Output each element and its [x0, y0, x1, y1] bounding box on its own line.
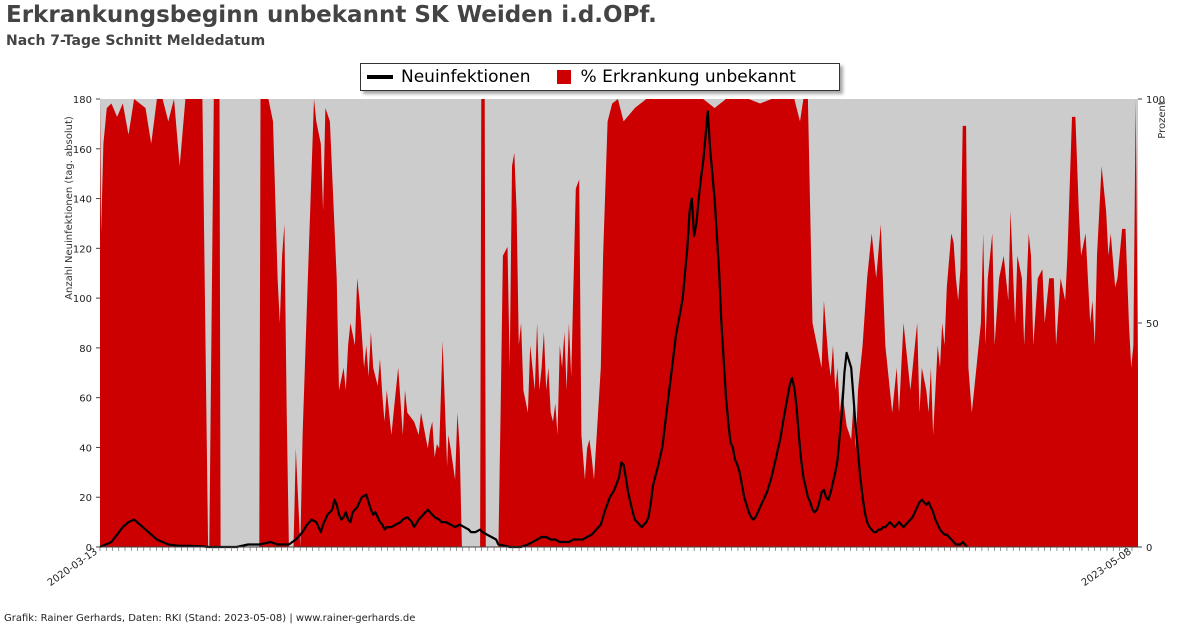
axis-layer: 0 20 40 60 80 100 120 140 160 180 0 50 100: [73, 95, 1165, 554]
y-tick-label-left: 160: [73, 145, 92, 156]
legend-item-area: % Erkrankung unbekannt: [551, 67, 796, 87]
legend-area-label: % Erkrankung unbekannt: [580, 67, 796, 87]
footer-credit: Grafik: Rainer Gerhards, Daten: RKI (Sta…: [4, 613, 416, 624]
series-line-new-infections: [99, 110, 969, 549]
y-tick-label-left: 80: [79, 344, 92, 355]
legend-line-label: Neuinfektionen: [401, 67, 531, 87]
line-layer: [99, 110, 969, 549]
legend-area-swatch: [556, 70, 571, 84]
y-tick-label-right: 100: [1146, 95, 1165, 106]
chart-subtitle: Nach 7-Tage Schnitt Meldedatum: [6, 33, 266, 49]
chart-legend: Neuinfektionen % Erkrankung unbekannt: [360, 63, 840, 91]
y-tick-label-left: 40: [79, 443, 92, 454]
y-tick-label-right: 0: [1146, 543, 1152, 554]
y-tick-label-left: 0: [86, 543, 92, 554]
legend-item-line: Neuinfektionen: [367, 67, 531, 87]
y-tick-label-right: 50: [1146, 319, 1159, 330]
series-area-unknown-onset: [100, 99, 1138, 547]
y-tick-label-left: 120: [73, 244, 92, 255]
y-tick-label-left: 100: [73, 294, 92, 305]
y-axis-right-label: Prozent: [1157, 101, 1168, 139]
x-tick-last: 2023-05-08: [1080, 546, 1134, 588]
y-tick-label-left: 60: [79, 394, 92, 405]
x-tick-first: 2020-03-13: [46, 546, 100, 588]
y-tick-label-left: 20: [79, 493, 92, 504]
legend-line-swatch: [367, 75, 393, 79]
y-tick-label-left: 180: [73, 95, 92, 106]
y-tick-label-left: 140: [73, 195, 92, 206]
y-axis-left-label: Anzahl Neuinfektionen (tag. absolut): [64, 116, 75, 300]
chart-title: Erkrankungsbeginn unbekannt SK Weiden i.…: [6, 2, 657, 28]
area-layer: [100, 99, 1138, 547]
